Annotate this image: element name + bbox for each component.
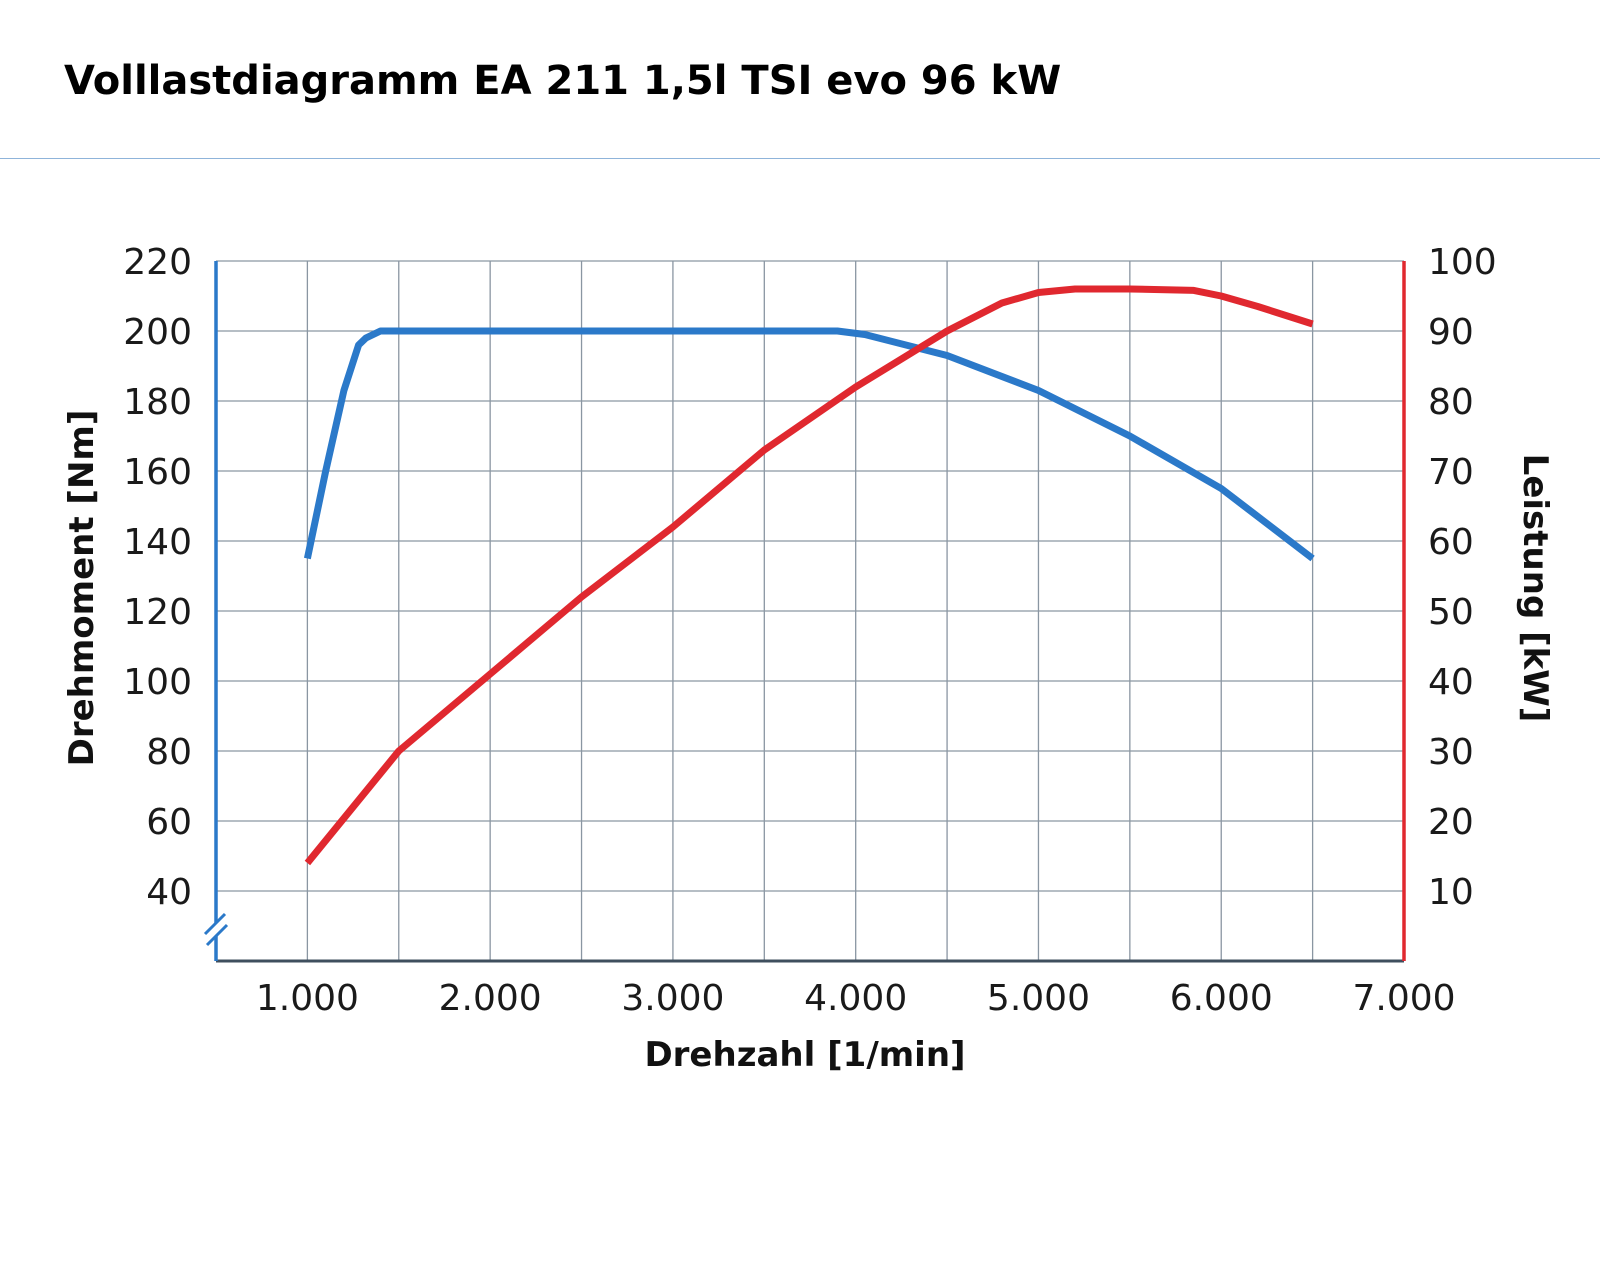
x-tick-label: 1.000 [256,978,359,1019]
axis-break-gap [205,917,227,939]
y-left-tick-label: 60 [146,802,192,843]
y-right-tick-label: 40 [1428,662,1474,703]
grid [216,260,1404,961]
axes [203,261,1406,963]
axis-break-stroke [205,923,229,947]
header-divider [0,158,1600,159]
chart-title: Volllastdiagramm EA 211 1,5l TSI evo 96 … [64,58,1062,104]
x-tick-label: 7.000 [1352,978,1455,1019]
y-axis-left-label: Drehmoment [Nm] [62,410,102,767]
axis-break-mark [203,912,229,947]
y-left-tick-label: 200 [123,312,192,353]
y-left-tick-label: 80 [146,732,192,773]
y-left-tick-label: 120 [123,592,192,633]
y-right-tick-label: 50 [1428,592,1474,633]
y-left-tick-label: 40 [146,872,192,913]
y-axis-right-label: Leistung [kW] [1515,454,1555,723]
x-tick-label: 3.000 [621,978,724,1019]
series-line-power [304,285,1314,866]
x-tick-label: 4.000 [804,978,907,1019]
x-tick-label: 6.000 [1170,978,1273,1019]
tick-labels: 1.000 2.000 3.000 4.000 5.000 6.000 7.000 40 60 8… [123,242,1496,1019]
y-left-tick-label: 180 [123,382,192,423]
y-left-tick-label: 100 [123,662,192,703]
y-right-tick-label: 70 [1428,452,1474,493]
axis-break-stroke [203,912,227,936]
series [303,285,1315,866]
y-right-tick-label: 60 [1428,522,1474,563]
y-right-tick-label: 30 [1428,732,1474,773]
x-axis-label: Drehzahl [1/min] [644,1035,965,1075]
y-right-tick-label: 10 [1428,872,1474,913]
y-left-tick-label: 140 [123,522,192,563]
y-right-tick-label: 80 [1428,382,1474,423]
x-tick-label: 2.000 [439,978,542,1019]
x-tick-label: 5.000 [987,978,1090,1019]
y-left-tick-label: 220 [123,242,192,283]
series-line-torque [303,327,1315,562]
y-right-tick-label: 90 [1428,312,1474,353]
y-left-tick-label: 160 [123,452,192,493]
y-right-tick-label: 20 [1428,802,1474,843]
y-right-tick-label: 100 [1428,242,1497,283]
